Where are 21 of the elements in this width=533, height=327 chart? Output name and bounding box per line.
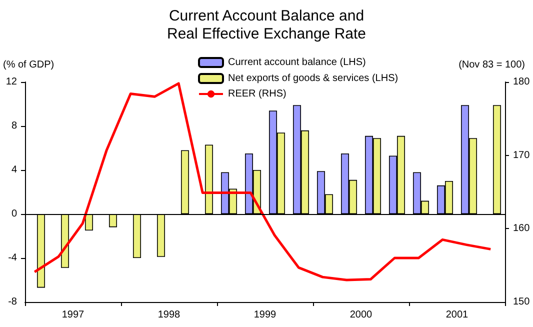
y-tick-label: 4 (11, 164, 18, 176)
chart-title: Current Account Balance and Real Effective Exchange Rate (166, 8, 366, 42)
x-tick-label: 1998 (158, 310, 181, 320)
y-axis-title: (% of GDP) (3, 60, 54, 70)
y-tick-label: -8 (8, 296, 18, 308)
y2-axis-title: (Nov 83 = 100) (458, 60, 525, 70)
x-tick-label: 1997 (62, 310, 85, 320)
y-tick-label: 12 (6, 76, 18, 88)
x-tick-label: 2000 (350, 310, 373, 320)
y-tick-label: 8 (11, 120, 18, 132)
legend-label: Current account balance (LHS) (228, 57, 366, 68)
legend-label: REER (RHS) (228, 88, 286, 100)
y-tick-label: -4 (8, 252, 18, 264)
x-tick-label: 1999 (254, 310, 277, 320)
x-tick-label: 2001 (446, 310, 469, 320)
y2-tick-label: 150 (513, 296, 530, 308)
y2-tick-label: 160 (513, 223, 530, 234)
y2-tick-label: 170 (513, 150, 530, 161)
legend-label: Net exports of goods & services (LHS) (228, 73, 398, 84)
y2-tick-label: 180 (513, 76, 530, 88)
y-tick-label: 0 (11, 208, 18, 220)
